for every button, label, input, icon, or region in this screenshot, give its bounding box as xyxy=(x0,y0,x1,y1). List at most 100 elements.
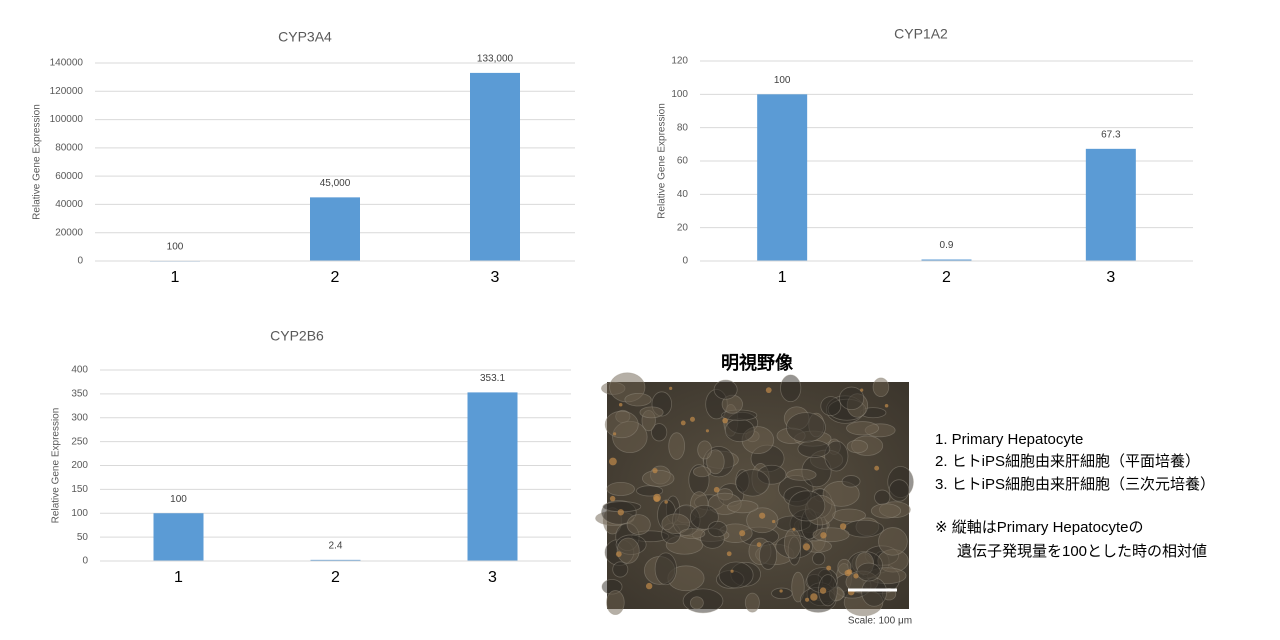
image-title: 明視野像 xyxy=(721,352,794,373)
cell xyxy=(759,541,778,570)
value-label: 133,000 xyxy=(477,54,514,65)
cell xyxy=(846,439,869,454)
note-item: 2. ヒトiPS細胞由来肝細胞（平面培養） xyxy=(935,453,1200,470)
chart-title: CYP2B6 xyxy=(270,328,324,344)
cell-dot xyxy=(615,551,622,558)
y-tick-label: 40 xyxy=(677,189,689,200)
cell xyxy=(812,527,850,543)
note-item: 1. Primary Hepatocyte xyxy=(935,431,1083,448)
value-label: 0.9 xyxy=(940,240,954,251)
cell xyxy=(786,468,817,481)
y-tick-label: 0 xyxy=(77,256,83,267)
cell-dot xyxy=(739,530,746,537)
cell xyxy=(838,386,865,411)
y-tick-label: 0 xyxy=(682,256,688,267)
cell-dot xyxy=(613,432,617,436)
value-label: 67.3 xyxy=(1101,129,1121,140)
cell-dot xyxy=(853,573,859,579)
x-tick-label: 3 xyxy=(491,269,500,286)
y-tick-label: 200 xyxy=(71,460,88,471)
y-tick-label: 100000 xyxy=(50,114,84,125)
cell xyxy=(841,475,861,488)
cell xyxy=(744,592,760,613)
cell-dot xyxy=(652,468,658,474)
cell-dot xyxy=(826,565,832,571)
cell xyxy=(797,439,831,458)
cell-dot xyxy=(874,465,880,471)
cell-dot xyxy=(713,486,720,493)
cell xyxy=(624,392,652,407)
cell xyxy=(606,590,625,616)
cell xyxy=(870,503,902,519)
x-tick-label: 1 xyxy=(174,569,183,586)
cell xyxy=(788,490,826,522)
cell xyxy=(626,514,651,536)
x-tick-label: 2 xyxy=(942,269,951,286)
cell-dot xyxy=(722,417,728,424)
cell xyxy=(679,528,706,540)
y-tick-label: 80000 xyxy=(55,142,83,153)
cell xyxy=(718,561,754,589)
value-label: 100 xyxy=(774,75,791,86)
cell xyxy=(856,562,881,582)
cell xyxy=(843,519,885,538)
chart-title: CYP1A2 xyxy=(894,26,948,42)
cell xyxy=(735,469,770,497)
y-tick-label: 120 xyxy=(671,56,688,67)
cell xyxy=(606,481,635,496)
micrograph xyxy=(595,372,914,617)
y-tick-label: 50 xyxy=(77,532,89,543)
cell-dot xyxy=(618,403,623,407)
y-tick-label: 0 xyxy=(82,556,88,567)
value-label: 100 xyxy=(170,494,187,505)
cell-dot xyxy=(884,403,889,408)
bar xyxy=(310,197,360,261)
y-axis-label: Relative Gene Expression xyxy=(51,408,62,524)
cell xyxy=(654,552,677,586)
cell-dot xyxy=(617,509,624,516)
cell xyxy=(706,449,725,475)
cell xyxy=(820,396,842,416)
cell xyxy=(639,406,664,419)
bar xyxy=(757,94,808,261)
cell xyxy=(780,374,802,403)
cell xyxy=(697,440,713,460)
cell xyxy=(727,500,759,514)
y-tick-label: 400 xyxy=(71,365,88,376)
cell xyxy=(818,574,838,607)
cell xyxy=(661,513,691,534)
x-tick-label: 1 xyxy=(778,269,787,286)
y-tick-label: 140000 xyxy=(50,58,84,69)
cell-dot xyxy=(860,388,864,392)
y-tick-label: 100 xyxy=(671,89,688,100)
cell xyxy=(771,587,793,600)
cell-dot xyxy=(772,519,776,524)
cell xyxy=(616,537,640,564)
cell-dot xyxy=(820,532,827,539)
bar xyxy=(921,259,972,261)
y-tick-label: 40000 xyxy=(55,199,83,210)
bar xyxy=(470,72,520,262)
cell-dot xyxy=(689,416,696,422)
cell-dot xyxy=(839,523,847,530)
y-tick-label: 80 xyxy=(677,122,689,133)
cell xyxy=(636,485,664,497)
note-remark: 遺伝子発現量を100とした時の相対値 xyxy=(957,543,1207,560)
y-tick-label: 250 xyxy=(71,436,88,447)
y-axis-label: Relative Gene Expression xyxy=(657,103,668,219)
cell-dot xyxy=(705,429,710,433)
cell-dot xyxy=(726,551,732,557)
y-tick-label: 350 xyxy=(71,389,88,400)
cell xyxy=(689,596,704,610)
cell xyxy=(707,520,728,538)
bar xyxy=(310,559,361,561)
cell xyxy=(783,528,802,559)
y-tick-label: 120000 xyxy=(50,86,84,97)
y-tick-label: 60000 xyxy=(55,171,83,182)
cell xyxy=(861,577,888,607)
y-tick-label: 100 xyxy=(71,508,88,519)
cell xyxy=(612,561,629,578)
cell-dot xyxy=(765,387,772,394)
bar xyxy=(153,513,204,561)
cell-dot xyxy=(653,495,660,502)
